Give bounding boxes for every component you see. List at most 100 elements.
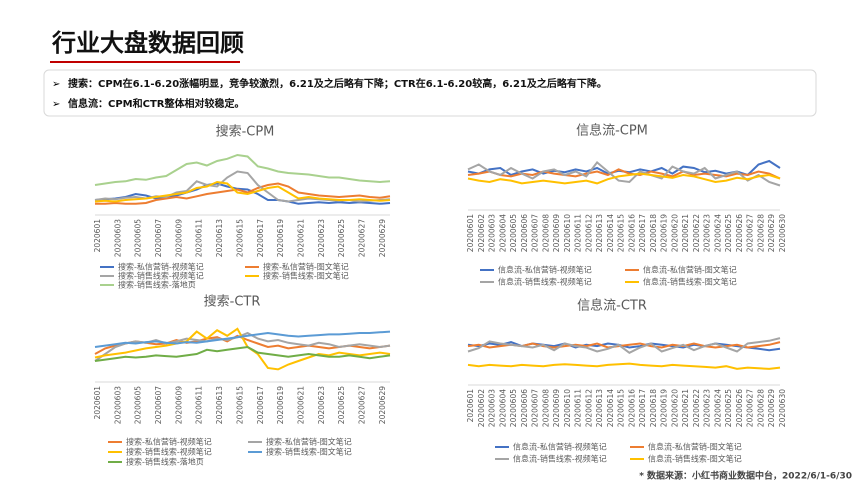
bullet-icon: ➢	[52, 79, 60, 90]
x-tick-label: 20200624	[713, 389, 722, 427]
series-line	[467, 160, 781, 187]
legend-label: 搜索-销售线索-图文笔记	[266, 447, 352, 457]
legend-label: 搜索-销售线索-落地页	[126, 457, 204, 467]
x-tick-label: 20200621	[681, 214, 690, 252]
x-tick-label: 20200606	[520, 389, 529, 427]
x-tick-label: 20200625	[337, 219, 346, 257]
footnote: * 数据来源：小红书商业数据中台，2022/6/1-6/30	[639, 470, 852, 482]
x-tick-label: 20200611	[195, 386, 204, 424]
x-tick-label: 20200607	[531, 214, 540, 252]
x-tick-label: 20200619	[660, 389, 669, 427]
x-tick-label: 20200623	[317, 219, 326, 257]
x-tick-label: 20200608	[541, 389, 550, 427]
x-tick-label: 20200624	[713, 214, 722, 252]
x-tick-label: 20200605	[134, 386, 143, 424]
x-tick-label: 20200623	[703, 389, 712, 427]
x-tick-label: 20200622	[692, 389, 701, 427]
x-tick-label: 20200612	[584, 389, 593, 427]
x-tick-label: 20200629	[767, 214, 776, 252]
x-tick-label: 20200619	[276, 219, 285, 257]
x-tick-label: 20200627	[746, 389, 755, 427]
x-tick-label: 20200613	[215, 386, 224, 424]
x-tick-label: 20200607	[531, 389, 540, 427]
bullet-text: 信息流：CPM和CTR整体相对较稳定。	[68, 97, 244, 110]
x-tick-label: 20200615	[617, 214, 626, 252]
x-tick-label: 20200601	[466, 214, 475, 252]
x-tick-label: 20200626	[735, 389, 744, 427]
series-line	[95, 182, 391, 205]
x-tick-label: 20200610	[563, 214, 572, 252]
legend-label: 信息流-私信营销-图文笔记	[643, 265, 737, 275]
legend-label: 信息流-私信营销-图文笔记	[648, 442, 742, 452]
x-tick-label: 20200611	[574, 389, 583, 427]
x-tick-label: 20200609	[552, 214, 561, 252]
x-tick-label: 20200604	[498, 389, 507, 427]
x-tick-label: 20200605	[509, 389, 518, 427]
x-tick-label: 20200625	[724, 214, 733, 252]
x-tick-label: 20200614	[606, 389, 615, 427]
legend-label: 搜索-销售线索-视频笔记	[118, 271, 204, 281]
x-tick-label: 20200622	[692, 214, 701, 252]
legend-label: 信息流-私信营销-视频笔记	[513, 442, 607, 452]
chart-title: 搜索-CPM	[216, 125, 275, 140]
legend-label: 搜索-销售线索-落地页	[118, 280, 196, 290]
x-tick-label: 20200625	[337, 386, 346, 424]
x-tick-label: 20200607	[154, 219, 163, 257]
x-tick-label: 2020601	[466, 389, 475, 423]
x-tick-label: 20200620	[670, 214, 679, 252]
x-tick-label: 20200617	[638, 214, 647, 252]
x-tick-label: 20200623	[317, 386, 326, 424]
bullet-icon: ➢	[52, 99, 60, 110]
series-line	[94, 327, 391, 371]
x-tick-label: 20200617	[256, 219, 265, 257]
x-tick-label: 20200606	[520, 214, 529, 252]
x-tick-label: 20200629	[767, 389, 776, 427]
x-tick-label: 20200626	[735, 214, 744, 252]
x-tick-label: 20200627	[746, 214, 755, 252]
x-tick-label: 20200612	[584, 214, 593, 252]
legend-label: 信息流-销售线索-图文笔记	[643, 277, 737, 287]
x-tick-label: 20200629	[378, 386, 387, 424]
bullet-text: 搜索：CPM在6.1-6.20涨幅明显，竞争较激烈，6.21及之后略有下降；CT…	[68, 77, 607, 90]
x-tick-label: 20200617	[638, 389, 647, 427]
series-line	[94, 153, 391, 186]
series-line	[467, 362, 781, 370]
series-line	[467, 172, 781, 185]
legend-label: 信息流-私信营销-视频笔记	[498, 265, 592, 275]
x-tick-label: 20200621	[681, 389, 690, 427]
x-tick-label: 20200611	[574, 214, 583, 252]
x-tick-label: 20200605	[134, 219, 143, 257]
x-tick-label: 20200619	[276, 386, 285, 424]
x-tick-label: 20200627	[357, 219, 366, 257]
chart-title: 信息流-CPM	[576, 123, 648, 139]
legend-label: 搜索-销售线索-视频笔记	[126, 447, 212, 457]
x-tick-label: 20200603	[488, 214, 497, 252]
chart-title: 信息流-CTR	[577, 298, 647, 314]
x-tick-label: 20200616	[627, 389, 636, 427]
x-tick-label: 20200618	[649, 389, 658, 427]
series-line	[94, 182, 391, 205]
x-tick-label: 20200628	[756, 214, 765, 252]
x-tick-label: 20200621	[296, 386, 305, 424]
series-line	[94, 345, 391, 362]
x-tick-label: 20200628	[756, 389, 765, 427]
legend-label: 信息流-销售线索-视频笔记	[498, 277, 592, 287]
x-tick-label: 20200609	[552, 389, 561, 427]
x-tick-label: 20200627	[357, 386, 366, 424]
x-tick-label: 20200613	[595, 389, 604, 427]
legend-label: 搜索-私信营销-视频笔记	[118, 262, 204, 272]
legend-label: 搜索-私信营销-视频笔记	[126, 437, 212, 447]
x-tick-label: 20200613	[595, 214, 604, 252]
x-tick-label: 20200630	[778, 389, 787, 427]
x-tick-label: 20200618	[649, 214, 658, 252]
x-tick-label: 20200615	[235, 219, 244, 257]
x-tick-label: 20200605	[509, 214, 518, 252]
x-tick-label: 20200617	[256, 386, 265, 424]
x-tick-label: 20200608	[541, 214, 550, 252]
x-tick-label: 20200611	[195, 219, 204, 257]
x-tick-label: 20200619	[660, 214, 669, 252]
x-tick-label: 2020601	[93, 219, 102, 253]
x-tick-label: 20200629	[378, 219, 387, 257]
